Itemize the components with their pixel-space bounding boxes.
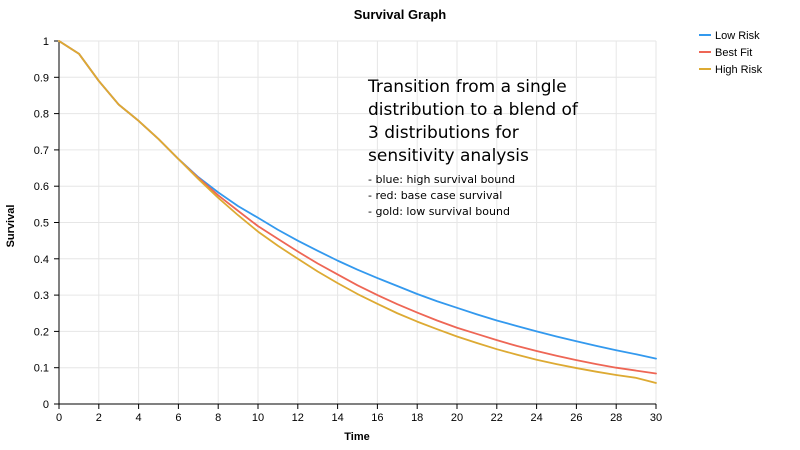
annotation-detail-line: - red: base case survival	[368, 189, 502, 202]
legend-label-high-risk: High Risk	[715, 64, 763, 76]
y-tick-label: 0.5	[34, 218, 49, 230]
legend-label-low-risk: Low Risk	[715, 30, 760, 42]
series-line-high-risk	[58, 40, 657, 384]
x-tick-label: 28	[610, 412, 622, 424]
grid-lines	[58, 40, 657, 405]
x-tick-label: 0	[56, 412, 62, 424]
x-axis-title: Time	[344, 431, 369, 443]
x-tick-label: 16	[371, 412, 383, 424]
x-tick-label: 18	[411, 412, 423, 424]
x-tick-label: 6	[175, 412, 181, 424]
annotation-heading-line: Transition from a single	[367, 77, 567, 97]
annotation-detail-line: - blue: high survival bound	[368, 173, 515, 186]
axes: 0 2 4 6 8 10 12 14 16 18 20 22 24 26 28 3000.10.20.30.4…	[34, 36, 662, 424]
x-tick-label: 30	[650, 412, 662, 424]
y-tick-label: 0.4	[34, 254, 49, 266]
y-tick-label: 0	[43, 399, 49, 411]
x-tick-label: 22	[491, 412, 503, 424]
legend: Low Risk Best Fit High Risk	[699, 30, 763, 76]
y-tick-label: 1	[43, 36, 49, 48]
annotation-heading-line: sensitivity analysis	[368, 146, 529, 166]
x-tick-label: 8	[215, 412, 221, 424]
annotation-heading-line: 3 distributions for	[368, 123, 519, 143]
series-lines	[58, 40, 657, 384]
y-tick-label: 0.6	[34, 181, 49, 193]
y-tick-label: 0.7	[34, 145, 49, 157]
x-tick-label: 20	[451, 412, 463, 424]
y-axis-title: Survival	[5, 205, 17, 248]
y-tick-label: 0.8	[34, 109, 49, 121]
x-tick-label: 10	[252, 412, 264, 424]
annotation-text-block: Transition from a single distribution to …	[367, 77, 579, 218]
legend-label-best-fit: Best Fit	[715, 47, 752, 59]
x-tick-label: 24	[530, 412, 542, 424]
annotation-heading-line: distribution to a blend of	[368, 100, 579, 120]
y-tick-label: 0.3	[34, 290, 49, 302]
y-tick-label: 0.2	[34, 326, 49, 338]
x-tick-label: 14	[331, 412, 343, 424]
x-tick-label: 12	[292, 412, 304, 424]
y-tick-label: 0.9	[34, 72, 49, 84]
chart-title: Survival Graph	[354, 7, 447, 22]
annotation-detail-line: - gold: low survival bound	[368, 205, 510, 218]
x-tick-label: 26	[570, 412, 582, 424]
x-tick-label: 2	[96, 412, 102, 424]
x-tick-label: 4	[136, 412, 142, 424]
y-tick-label: 0.1	[34, 363, 49, 375]
